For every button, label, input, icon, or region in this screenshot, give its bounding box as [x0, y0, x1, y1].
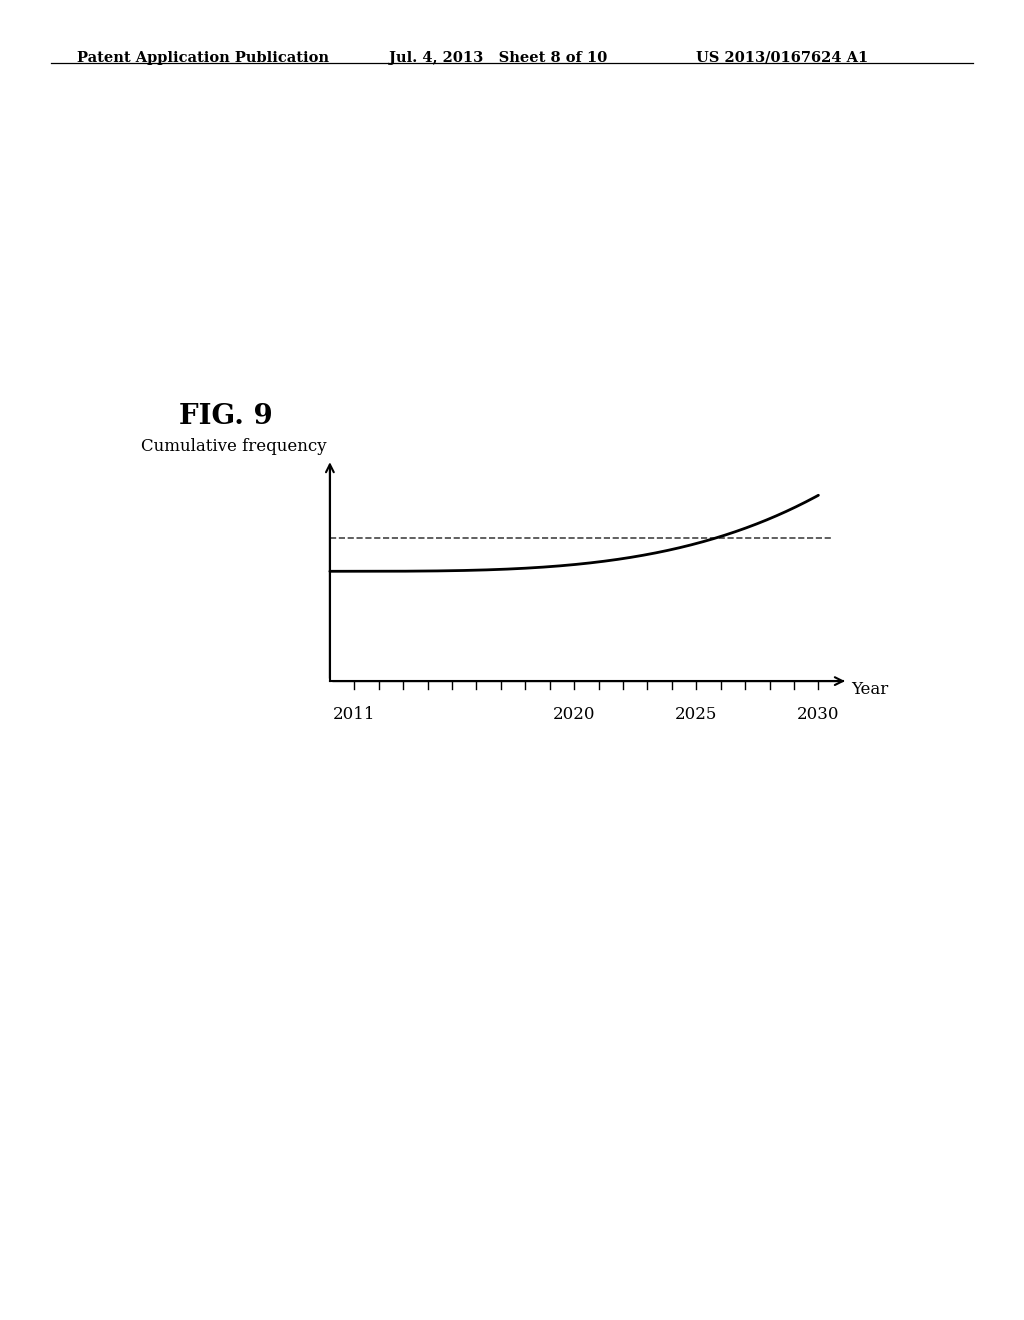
Text: Cumulative frequency: Cumulative frequency: [140, 438, 327, 455]
Text: 2030: 2030: [797, 706, 840, 723]
Text: US 2013/0167624 A1: US 2013/0167624 A1: [696, 50, 868, 65]
Text: FIG. 9: FIG. 9: [179, 403, 273, 429]
Text: 2025: 2025: [675, 706, 718, 723]
Text: 2020: 2020: [553, 706, 595, 723]
Text: Jul. 4, 2013   Sheet 8 of 10: Jul. 4, 2013 Sheet 8 of 10: [389, 50, 607, 65]
Text: 2011: 2011: [333, 706, 376, 723]
Text: Year: Year: [851, 681, 889, 698]
Text: Patent Application Publication: Patent Application Publication: [77, 50, 329, 65]
